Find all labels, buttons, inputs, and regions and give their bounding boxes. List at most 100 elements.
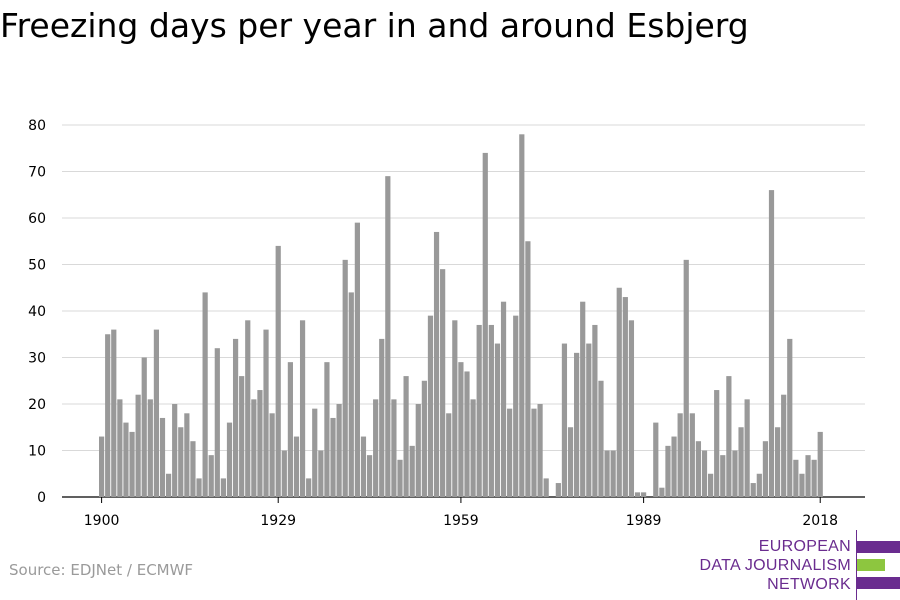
bar-1977 [567, 427, 574, 497]
bar-1985 [616, 287, 622, 497]
bar-1942 [354, 222, 360, 497]
bar-1909 [153, 329, 160, 497]
x-tick-label: 1959 [443, 513, 479, 529]
bar-1921 [226, 422, 233, 497]
bar-2011 [774, 427, 781, 497]
bar-2005 [738, 427, 744, 497]
logo-bar-purple-top [857, 541, 900, 553]
bar-1908 [147, 399, 153, 497]
logo-line-2: DATA JOURNALISM [699, 557, 851, 574]
x-tick-label: 2018 [802, 513, 838, 529]
bar-2010 [768, 190, 775, 497]
bar-1962 [476, 324, 482, 497]
bar-1903 [117, 399, 123, 497]
bar-1958 [452, 320, 458, 497]
bar-1944 [366, 455, 373, 497]
bar-1975 [555, 483, 561, 497]
bar-1931 [287, 362, 293, 497]
y-tick-label: 50 [28, 258, 46, 274]
logo-line-1: EUROPEAN [758, 538, 851, 555]
x-tick-label: 1989 [626, 513, 662, 529]
bar-1952 [415, 404, 421, 497]
y-tick-label: 0 [37, 490, 46, 506]
bar-1919 [214, 348, 220, 497]
bar-1916 [196, 478, 202, 497]
bar-2014 [793, 459, 799, 497]
bar-1971 [531, 408, 537, 497]
bar-1932 [293, 436, 300, 497]
bar-1904 [123, 422, 129, 497]
y-tick-label: 70 [28, 165, 46, 181]
bar-1913 [178, 427, 184, 497]
bar-1973 [543, 478, 549, 497]
bar-1993 [665, 445, 671, 497]
bar-1954 [427, 315, 434, 497]
bar-1991 [653, 422, 659, 497]
bar-1939 [336, 404, 342, 497]
bar-1980 [586, 343, 592, 497]
bars [99, 134, 823, 498]
bar-1937 [324, 362, 330, 497]
bar-2007 [750, 483, 756, 497]
y-axis-ticks: 0 10 20 30 40 50 60 70 80 [28, 118, 46, 506]
logo-divider [856, 530, 857, 600]
bar-1976 [561, 343, 568, 497]
bar-2012 [781, 394, 787, 497]
y-tick-label: 30 [28, 351, 46, 367]
bar-1906 [135, 394, 141, 497]
bar-1927 [263, 329, 269, 497]
bar-1968 [513, 315, 519, 497]
bar-1995 [677, 413, 683, 497]
bar-1938 [330, 417, 336, 497]
bar-1956 [440, 269, 446, 497]
bar-1922 [232, 338, 239, 497]
bar-1965 [494, 343, 501, 497]
y-tick-label: 80 [28, 118, 46, 134]
logo-line-3: NETWORK [767, 576, 851, 593]
bar-1996 [683, 259, 689, 497]
bar-1989 [641, 492, 647, 497]
bar-1981 [592, 324, 598, 497]
bar-1961 [470, 399, 476, 497]
bar-1941 [348, 292, 354, 497]
bar-1997 [689, 413, 695, 497]
bar-1960 [464, 371, 470, 497]
bar-2018 [817, 431, 823, 497]
bar-2017 [811, 459, 817, 497]
bar-1934 [306, 478, 312, 497]
bar-2003 [726, 376, 732, 497]
bar-1907 [141, 357, 147, 497]
bar-1955 [433, 231, 440, 497]
bar-2002 [720, 455, 726, 497]
bar-1924 [245, 320, 251, 497]
bar-2006 [744, 399, 750, 497]
edjnet-logo: EUROPEAN DATA JOURNALISM NETWORK [700, 530, 900, 600]
bar-2004 [732, 450, 738, 497]
bar-1923 [239, 376, 245, 497]
bar-chart: 0 10 20 30 40 50 60 70 80 1900 1929 1959 1989 2018 [28, 118, 865, 529]
bar-1988 [634, 492, 641, 497]
x-tick-label: 1929 [260, 513, 296, 529]
bar-1902 [111, 329, 117, 497]
x-axis-ticks: 1900 1929 1959 1989 2018 [84, 497, 838, 529]
bar-1935 [312, 408, 318, 497]
bar-2013 [787, 338, 793, 497]
bar-1986 [622, 297, 628, 497]
bar-1936 [318, 450, 324, 497]
bar-1984 [610, 450, 616, 497]
logo-bar-purple-bottom [857, 577, 900, 589]
bar-1969 [519, 134, 525, 498]
bar-1983 [604, 450, 610, 497]
bar-1967 [507, 408, 513, 497]
bar-1926 [257, 390, 263, 497]
y-tick-label: 20 [28, 397, 46, 413]
bar-1930 [281, 450, 287, 497]
bar-1915 [190, 441, 196, 497]
source-note: Source: EDJNet / ECMWF [9, 561, 194, 579]
bar-1982 [598, 380, 604, 497]
bar-1963 [482, 152, 488, 497]
bar-1994 [671, 436, 677, 497]
chart-title: Freezing days per year in and around Esb… [0, 6, 749, 45]
bar-2016 [805, 455, 811, 497]
bar-1987 [628, 320, 635, 497]
